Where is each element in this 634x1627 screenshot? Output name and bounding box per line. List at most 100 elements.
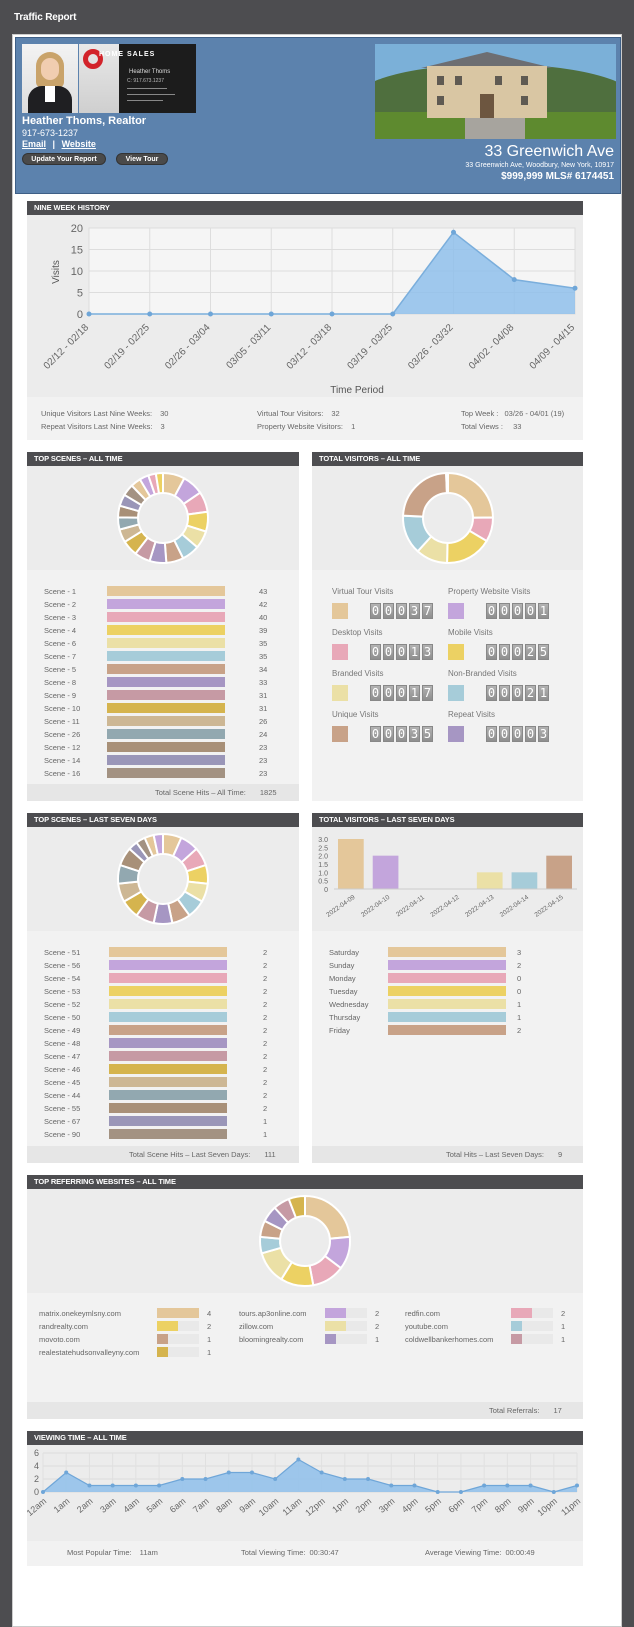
- day-label: Monday: [329, 974, 356, 983]
- counter-digit: 0: [512, 685, 523, 701]
- scene-label: Scene - 53: [44, 987, 81, 996]
- counter-label: Desktop Visits: [332, 628, 383, 637]
- scene-label: Scene - 46: [44, 1065, 81, 1074]
- day-bar: [388, 999, 506, 1009]
- day-bar: [476, 872, 503, 889]
- referrer-bar-track: [325, 1308, 367, 1318]
- scene-bar: [107, 651, 225, 661]
- referrer-value: 2: [375, 1309, 380, 1318]
- referrer-bar-track: [325, 1334, 367, 1344]
- day-value: 1: [517, 1000, 522, 1009]
- x-tick-label: 4am: [121, 1496, 141, 1515]
- viewing-point: [366, 1477, 371, 1481]
- visitor-all-slice: [402, 471, 448, 518]
- counter-digit: 0: [486, 603, 497, 619]
- scene-seven-slice: [152, 832, 164, 856]
- scene-value: 2: [263, 1078, 268, 1087]
- y-tick-label: 1.5: [318, 862, 328, 869]
- update-report-button[interactable]: Update Your Report: [22, 153, 106, 165]
- counter-digit: 0: [383, 644, 394, 660]
- scene-bar: [109, 1064, 227, 1074]
- agent-links: Email | Website: [22, 139, 96, 149]
- email-link[interactable]: Email: [22, 139, 47, 149]
- stat-website-visitors: Property Website Visitors: 1: [257, 422, 356, 431]
- scene-value: 2: [263, 1091, 268, 1100]
- x-tick-label: 2022-04-10: [360, 894, 392, 919]
- counter-digit: 0: [396, 644, 407, 660]
- scene-label: Scene - 90: [44, 1130, 81, 1139]
- listing-header: HOME SALES Heather Thoms C: 917.673.1237…: [15, 37, 621, 194]
- scene-label: Scene - 7: [44, 652, 77, 661]
- view-tour-button[interactable]: View Tour: [116, 153, 168, 165]
- scene-value: 2: [263, 1039, 268, 1048]
- day-value: 2: [517, 961, 522, 970]
- x-tick-label: 03/26 - 03/32: [406, 322, 456, 372]
- scene-value: 34: [259, 665, 268, 674]
- visits-point: [147, 311, 153, 317]
- referrer-value: 2: [375, 1322, 380, 1331]
- scene-value: 43: [259, 587, 268, 596]
- day-bar: [511, 872, 538, 889]
- nine-week-heading: NINE WEEK HISTORY: [27, 201, 583, 215]
- scene-bar: [107, 625, 225, 635]
- visits-area: [89, 232, 575, 314]
- x-tick-label: 10am: [257, 1496, 281, 1518]
- stat-top-week: Top Week : 03/26 - 04/01 (19): [461, 409, 565, 418]
- scene-value: 39: [259, 626, 268, 635]
- counter-digit: 1: [409, 644, 420, 660]
- scene-label: Scene - 9: [44, 691, 77, 700]
- counter-digit: 0: [396, 685, 407, 701]
- counter-digit: 0: [383, 603, 394, 619]
- x-tick-label: 5pm: [423, 1496, 443, 1515]
- counter-swatch: [448, 603, 464, 619]
- website-link[interactable]: Website: [61, 139, 96, 149]
- counter-digit: 3: [409, 603, 420, 619]
- x-tick-label: 2022-04-11: [395, 894, 426, 919]
- scene-value: 2: [263, 1026, 268, 1035]
- viewing-point: [528, 1483, 533, 1488]
- brokerage-logo: HOME SALES Heather Thoms C: 917.673.1237: [79, 44, 196, 113]
- scene-label: Scene - 26: [44, 730, 81, 739]
- referrer-value: 1: [561, 1322, 566, 1331]
- counter-digit: 5: [538, 644, 549, 660]
- visits-point: [208, 311, 213, 317]
- x-tick-label: 2022-04-09: [325, 894, 357, 919]
- x-tick-label: 3pm: [377, 1496, 397, 1515]
- viewing-point: [133, 1483, 138, 1488]
- counter-swatch: [448, 644, 464, 660]
- referrer-bar: [511, 1321, 522, 1331]
- counter-digit: 7: [422, 603, 433, 619]
- scene-bar: [107, 664, 225, 674]
- scene-value: 2: [263, 1052, 268, 1061]
- scene-bar: [107, 690, 225, 700]
- agent-name: Heather Thoms, Realtor: [22, 115, 147, 127]
- counter-digit: 3: [422, 644, 433, 660]
- top-scenes-seven-total: Total Scene Hits – Last Seven Days: 111: [27, 1146, 299, 1163]
- stat-repeat-nine: Repeat Visitors Last Nine Weeks: 3: [41, 422, 165, 431]
- counter-digit: 0: [396, 726, 407, 742]
- referrer-bar-track: [325, 1321, 367, 1331]
- referrer-bar: [157, 1334, 168, 1344]
- referrer-bar: [325, 1321, 346, 1331]
- scene-value: 23: [259, 756, 268, 765]
- visits-point: [329, 311, 335, 317]
- x-tick-label: 2022-04-13: [464, 894, 496, 919]
- x-tick-label: 1pm: [330, 1496, 350, 1515]
- counter-digit: 0: [486, 726, 497, 742]
- viewing-point: [249, 1470, 254, 1475]
- scene-value: 26: [259, 717, 268, 726]
- scene-label: Scene - 47: [44, 1052, 81, 1061]
- referrer-bar: [325, 1334, 336, 1344]
- counter-swatch: [332, 685, 348, 701]
- counter-digit: 0: [486, 644, 497, 660]
- counter-digit: 0: [512, 644, 523, 660]
- counter-digit: 0: [396, 603, 407, 619]
- counter-digit: 0: [512, 603, 523, 619]
- referrer-bar-track: [511, 1321, 553, 1331]
- total-visitors-all-heading: TOTAL VISITORS – ALL TIME: [312, 452, 583, 466]
- x-tick-label: 9pm: [516, 1496, 536, 1515]
- scene-bar: [109, 1116, 227, 1126]
- counter-digit: 0: [383, 726, 394, 742]
- x-tick-label: 04/09 - 04/15: [528, 322, 578, 372]
